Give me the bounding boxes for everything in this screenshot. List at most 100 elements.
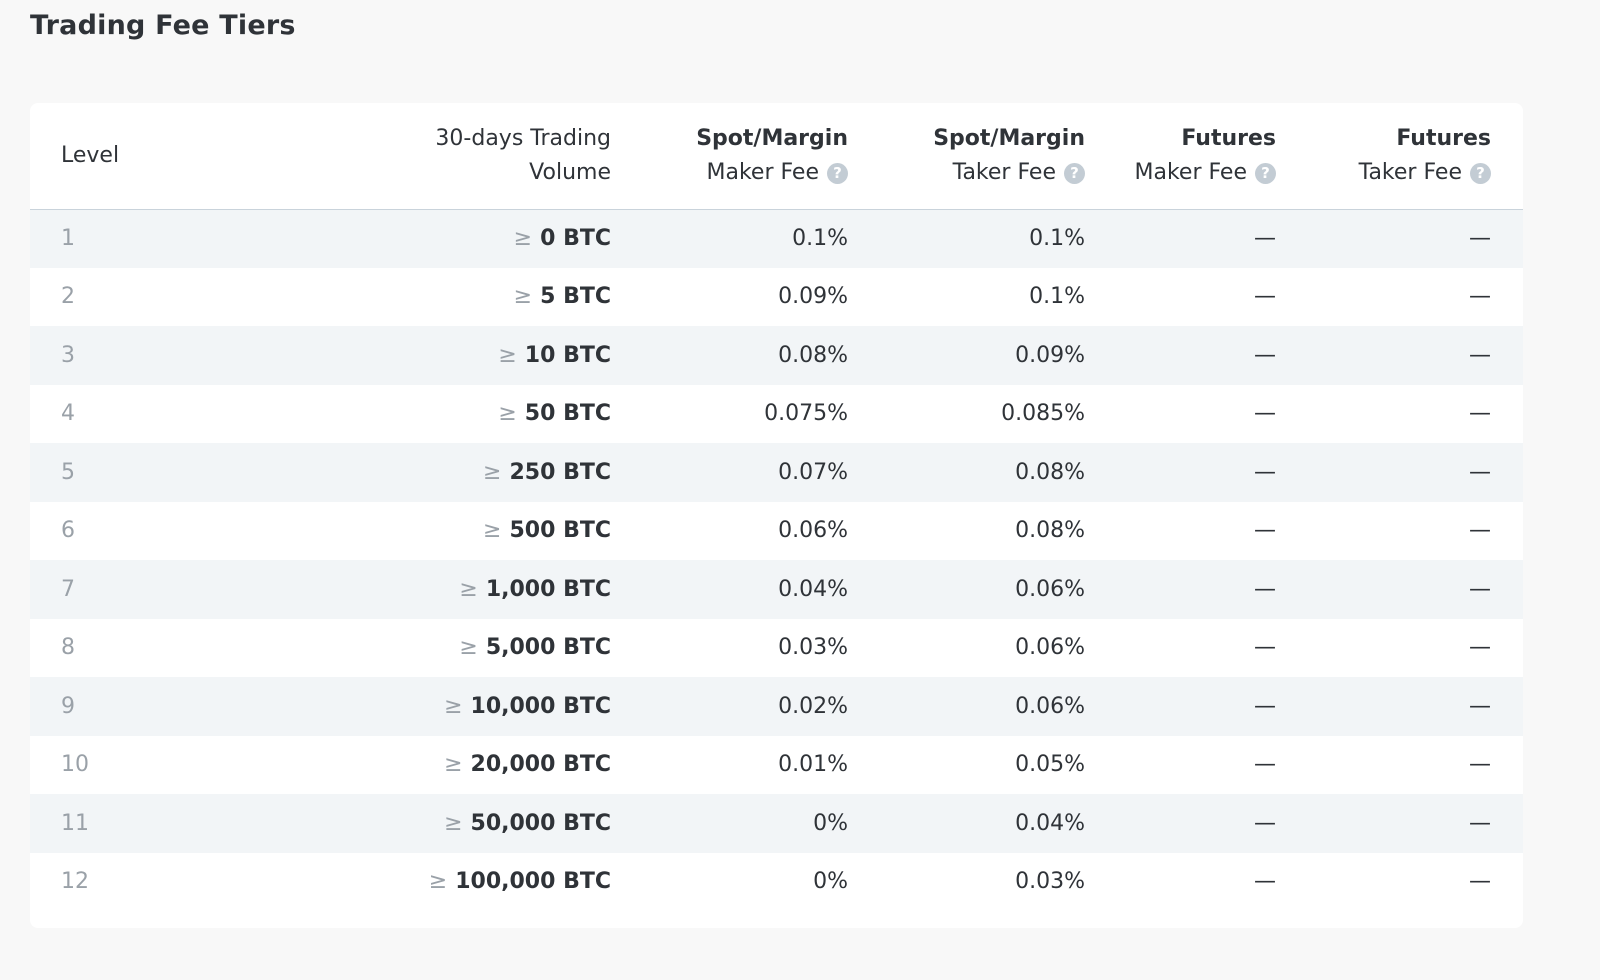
cell-spot-maker-fee: 0%	[813, 869, 848, 895]
fee-tiers-card: Level 30-days Trading Volume Spot/Margin…	[30, 103, 1523, 928]
cell-level: 8	[61, 635, 75, 661]
cell-spot-taker-fee: 0.06%	[848, 677, 1085, 736]
cell-volume: ≥20,000 BTC	[320, 736, 611, 795]
header-level-label: Level	[61, 142, 120, 168]
cell-futures-maker-fee: —	[1085, 677, 1308, 736]
gte-symbol: ≥	[428, 869, 448, 895]
cell-volume: ≥10,000 BTC	[320, 677, 611, 736]
header-futures-maker-line2: Maker Fee	[1134, 159, 1247, 185]
cell-futures-taker-fee: —	[1308, 677, 1523, 736]
question-circle-icon[interactable]: ?	[1470, 162, 1491, 184]
cell-level: 10	[61, 752, 89, 778]
cell-futures-maker-fee: —	[1085, 794, 1308, 853]
cell-volume: ≥5,000 BTC	[320, 619, 611, 678]
cell-volume-amount: 500 BTC	[509, 518, 611, 544]
cell-level: 2	[61, 284, 75, 310]
cell-volume-amount: 250 BTC	[509, 459, 611, 485]
cell-level: 5	[30, 443, 320, 502]
cell-spot-taker-fee: 0.08%	[1015, 518, 1085, 544]
header-volume: 30-days Trading Volume	[320, 103, 611, 210]
cell-volume: ≥250 BTC	[320, 443, 611, 502]
cell-futures-taker-fee: —	[1308, 560, 1523, 619]
cell-level: 12	[61, 869, 89, 895]
gte-symbol: ≥	[483, 518, 502, 544]
cell-spot-taker-fee: 0.06%	[1015, 635, 1085, 661]
cell-spot-maker-fee: 0.08%	[611, 326, 848, 385]
cell-spot-taker-fee: 0.1%	[848, 209, 1085, 268]
cell-volume: ≥100,000 BTC	[320, 853, 611, 912]
fee-tiers-table: Level 30-days Trading Volume Spot/Margin…	[30, 103, 1523, 911]
gte-symbol: ≥	[483, 459, 502, 485]
header-futures-taker-fee: Futures Taker Fee?	[1308, 103, 1523, 210]
cell-futures-taker-fee: —	[1308, 326, 1523, 385]
cell-futures-maker-fee: —	[1254, 635, 1276, 661]
header-spot-taker-line1: Spot/Margin	[933, 125, 1085, 151]
header-futures-maker-fee: Futures Maker Fee?	[1085, 103, 1308, 210]
cell-volume: ≥500 BTC	[320, 502, 611, 561]
question-circle-icon[interactable]: ?	[1255, 162, 1276, 184]
table-row: 5 ≥250 BTC 0.07% 0.08% — —	[30, 443, 1523, 502]
cell-volume-amount: 1,000 BTC	[485, 576, 611, 602]
cell-futures-taker-fee: —	[1469, 869, 1491, 895]
cell-futures-maker-fee: —	[1254, 284, 1276, 310]
header-futures-taker-line1: Futures	[1396, 125, 1491, 151]
table-row: 4 ≥50 BTC 0.075% 0.085% — —	[30, 385, 1523, 444]
table-body: 1 ≥0 BTC 0.1% 0.1% — —2 ≥5 BTC 0.09% 0.1% — —3 ≥10 …	[30, 209, 1523, 911]
cell-spot-taker-fee: 0.085%	[1001, 401, 1085, 427]
header-spot-maker-line1: Spot/Margin	[696, 125, 848, 151]
table-row: 10 ≥20,000 BTC 0.01% 0.05% — —	[30, 736, 1523, 795]
cell-futures-taker-fee: —	[1308, 443, 1523, 502]
cell-volume-amount: 5 BTC	[540, 284, 611, 310]
cell-volume: ≥10 BTC	[320, 326, 611, 385]
cell-level: 1	[30, 209, 320, 268]
cell-futures-taker-fee: —	[1469, 284, 1491, 310]
cell-spot-maker-fee: 0.02%	[611, 677, 848, 736]
question-circle-icon[interactable]: ?	[827, 162, 848, 184]
table-row: 2 ≥5 BTC 0.09% 0.1% — —	[30, 268, 1523, 327]
table-row: 11 ≥50,000 BTC 0% 0.04% — —	[30, 794, 1523, 853]
cell-futures-maker-fee: —	[1085, 209, 1308, 268]
header-volume-line2: Volume	[529, 159, 611, 185]
cell-spot-maker-fee: 0%	[611, 794, 848, 853]
cell-futures-maker-fee: —	[1085, 326, 1308, 385]
cell-spot-taker-fee: 0.03%	[1015, 869, 1085, 895]
gte-symbol: ≥	[459, 576, 478, 602]
table-row: 1 ≥0 BTC 0.1% 0.1% — —	[30, 209, 1523, 268]
cell-futures-taker-fee: —	[1469, 401, 1491, 427]
cell-volume: ≥50,000 BTC	[320, 794, 611, 853]
cell-volume: ≥50 BTC	[320, 385, 611, 444]
table-row: 3 ≥10 BTC 0.08% 0.09% — —	[30, 326, 1523, 385]
header-spot-maker-fee: Spot/Margin Maker Fee?	[611, 103, 848, 210]
cell-spot-taker-fee: 0.05%	[1015, 752, 1085, 778]
cell-futures-taker-fee: —	[1308, 209, 1523, 268]
cell-level: 11	[30, 794, 320, 853]
cell-spot-maker-fee: 0.07%	[611, 443, 848, 502]
cell-level: 6	[61, 518, 75, 544]
cell-futures-maker-fee: —	[1254, 869, 1276, 895]
cell-spot-maker-fee: 0.09%	[778, 284, 848, 310]
table-row: 8 ≥5,000 BTC 0.03% 0.06% — —	[30, 619, 1523, 678]
cell-volume-amount: 0 BTC	[540, 226, 611, 251]
cell-spot-taker-fee: 0.09%	[848, 326, 1085, 385]
cell-volume: ≥5 BTC	[320, 268, 611, 327]
question-circle-icon[interactable]: ?	[1064, 162, 1085, 184]
cell-volume-amount: 10,000 BTC	[470, 693, 611, 719]
cell-spot-maker-fee: 0.01%	[778, 752, 848, 778]
cell-spot-taker-fee: 0.06%	[848, 560, 1085, 619]
cell-volume-amount: 100,000 BTC	[455, 869, 611, 895]
table-header-row: Level 30-days Trading Volume Spot/Margin…	[30, 103, 1523, 210]
cell-spot-maker-fee: 0.04%	[611, 560, 848, 619]
cell-volume-amount: 10 BTC	[524, 342, 611, 368]
gte-symbol: ≥	[459, 635, 478, 661]
header-futures-maker-line1: Futures	[1181, 125, 1276, 151]
page-title: Trading Fee Tiers	[30, 10, 296, 41]
gte-symbol: ≥	[444, 810, 463, 836]
gte-symbol: ≥	[513, 226, 533, 251]
cell-futures-maker-fee: —	[1254, 518, 1276, 544]
cell-level: 7	[30, 560, 320, 619]
cell-futures-maker-fee: —	[1085, 560, 1308, 619]
cell-spot-maker-fee: 0.1%	[611, 209, 848, 268]
cell-spot-taker-fee: 0.08%	[848, 443, 1085, 502]
table-row: 6 ≥500 BTC 0.06% 0.08% — —	[30, 502, 1523, 561]
cell-volume: ≥1,000 BTC	[320, 560, 611, 619]
